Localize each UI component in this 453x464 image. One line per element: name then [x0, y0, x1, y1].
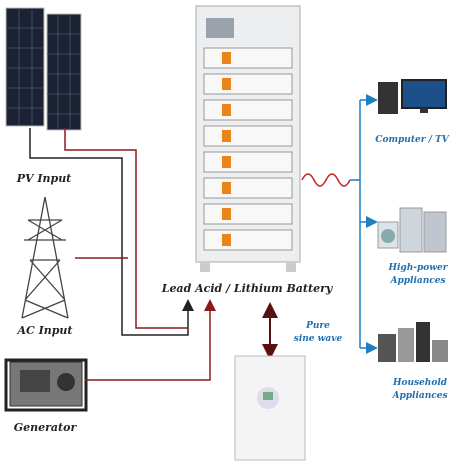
inverter-label: sine wave — [294, 334, 343, 344]
connector — [222, 78, 231, 90]
sine-wave — [302, 174, 350, 186]
output-bus — [350, 100, 372, 348]
generator-label: Generator — [14, 421, 78, 434]
battery-module — [204, 100, 292, 120]
inverter-label: Pure — [305, 321, 330, 331]
battery-label: Lead Acid / Lithium Battery — [161, 282, 334, 295]
ac-label: AC Input — [16, 324, 72, 337]
inverter — [235, 356, 305, 460]
solar-panels — [6, 8, 81, 130]
battery-module — [204, 178, 292, 198]
connector — [222, 104, 231, 116]
battery-module — [204, 48, 292, 68]
household — [378, 322, 448, 362]
connector — [222, 208, 231, 220]
load-label: Computer / TV — [375, 135, 449, 145]
load-label: Appliances — [389, 276, 445, 286]
load-label: Household — [392, 378, 448, 388]
battery-module — [204, 126, 292, 146]
connector — [222, 52, 231, 64]
battery-cabinet — [196, 6, 300, 272]
connector — [222, 234, 231, 246]
connector — [222, 130, 231, 142]
battery-module — [204, 230, 292, 250]
diagram: PV Input AC Input Generator Lead Acid / … — [0, 0, 453, 464]
tower — [22, 197, 68, 318]
battery-module — [204, 204, 292, 224]
computer-tv — [378, 80, 446, 114]
appliances — [378, 208, 446, 252]
connector — [222, 156, 231, 168]
generator — [6, 360, 86, 410]
battery-module — [204, 152, 292, 172]
pv-label: PV Input — [16, 172, 72, 185]
battery-module — [204, 74, 292, 94]
load-label: Appliances — [391, 391, 447, 401]
connector — [222, 182, 231, 194]
load-label: High-power — [387, 263, 448, 273]
wires — [30, 128, 210, 380]
